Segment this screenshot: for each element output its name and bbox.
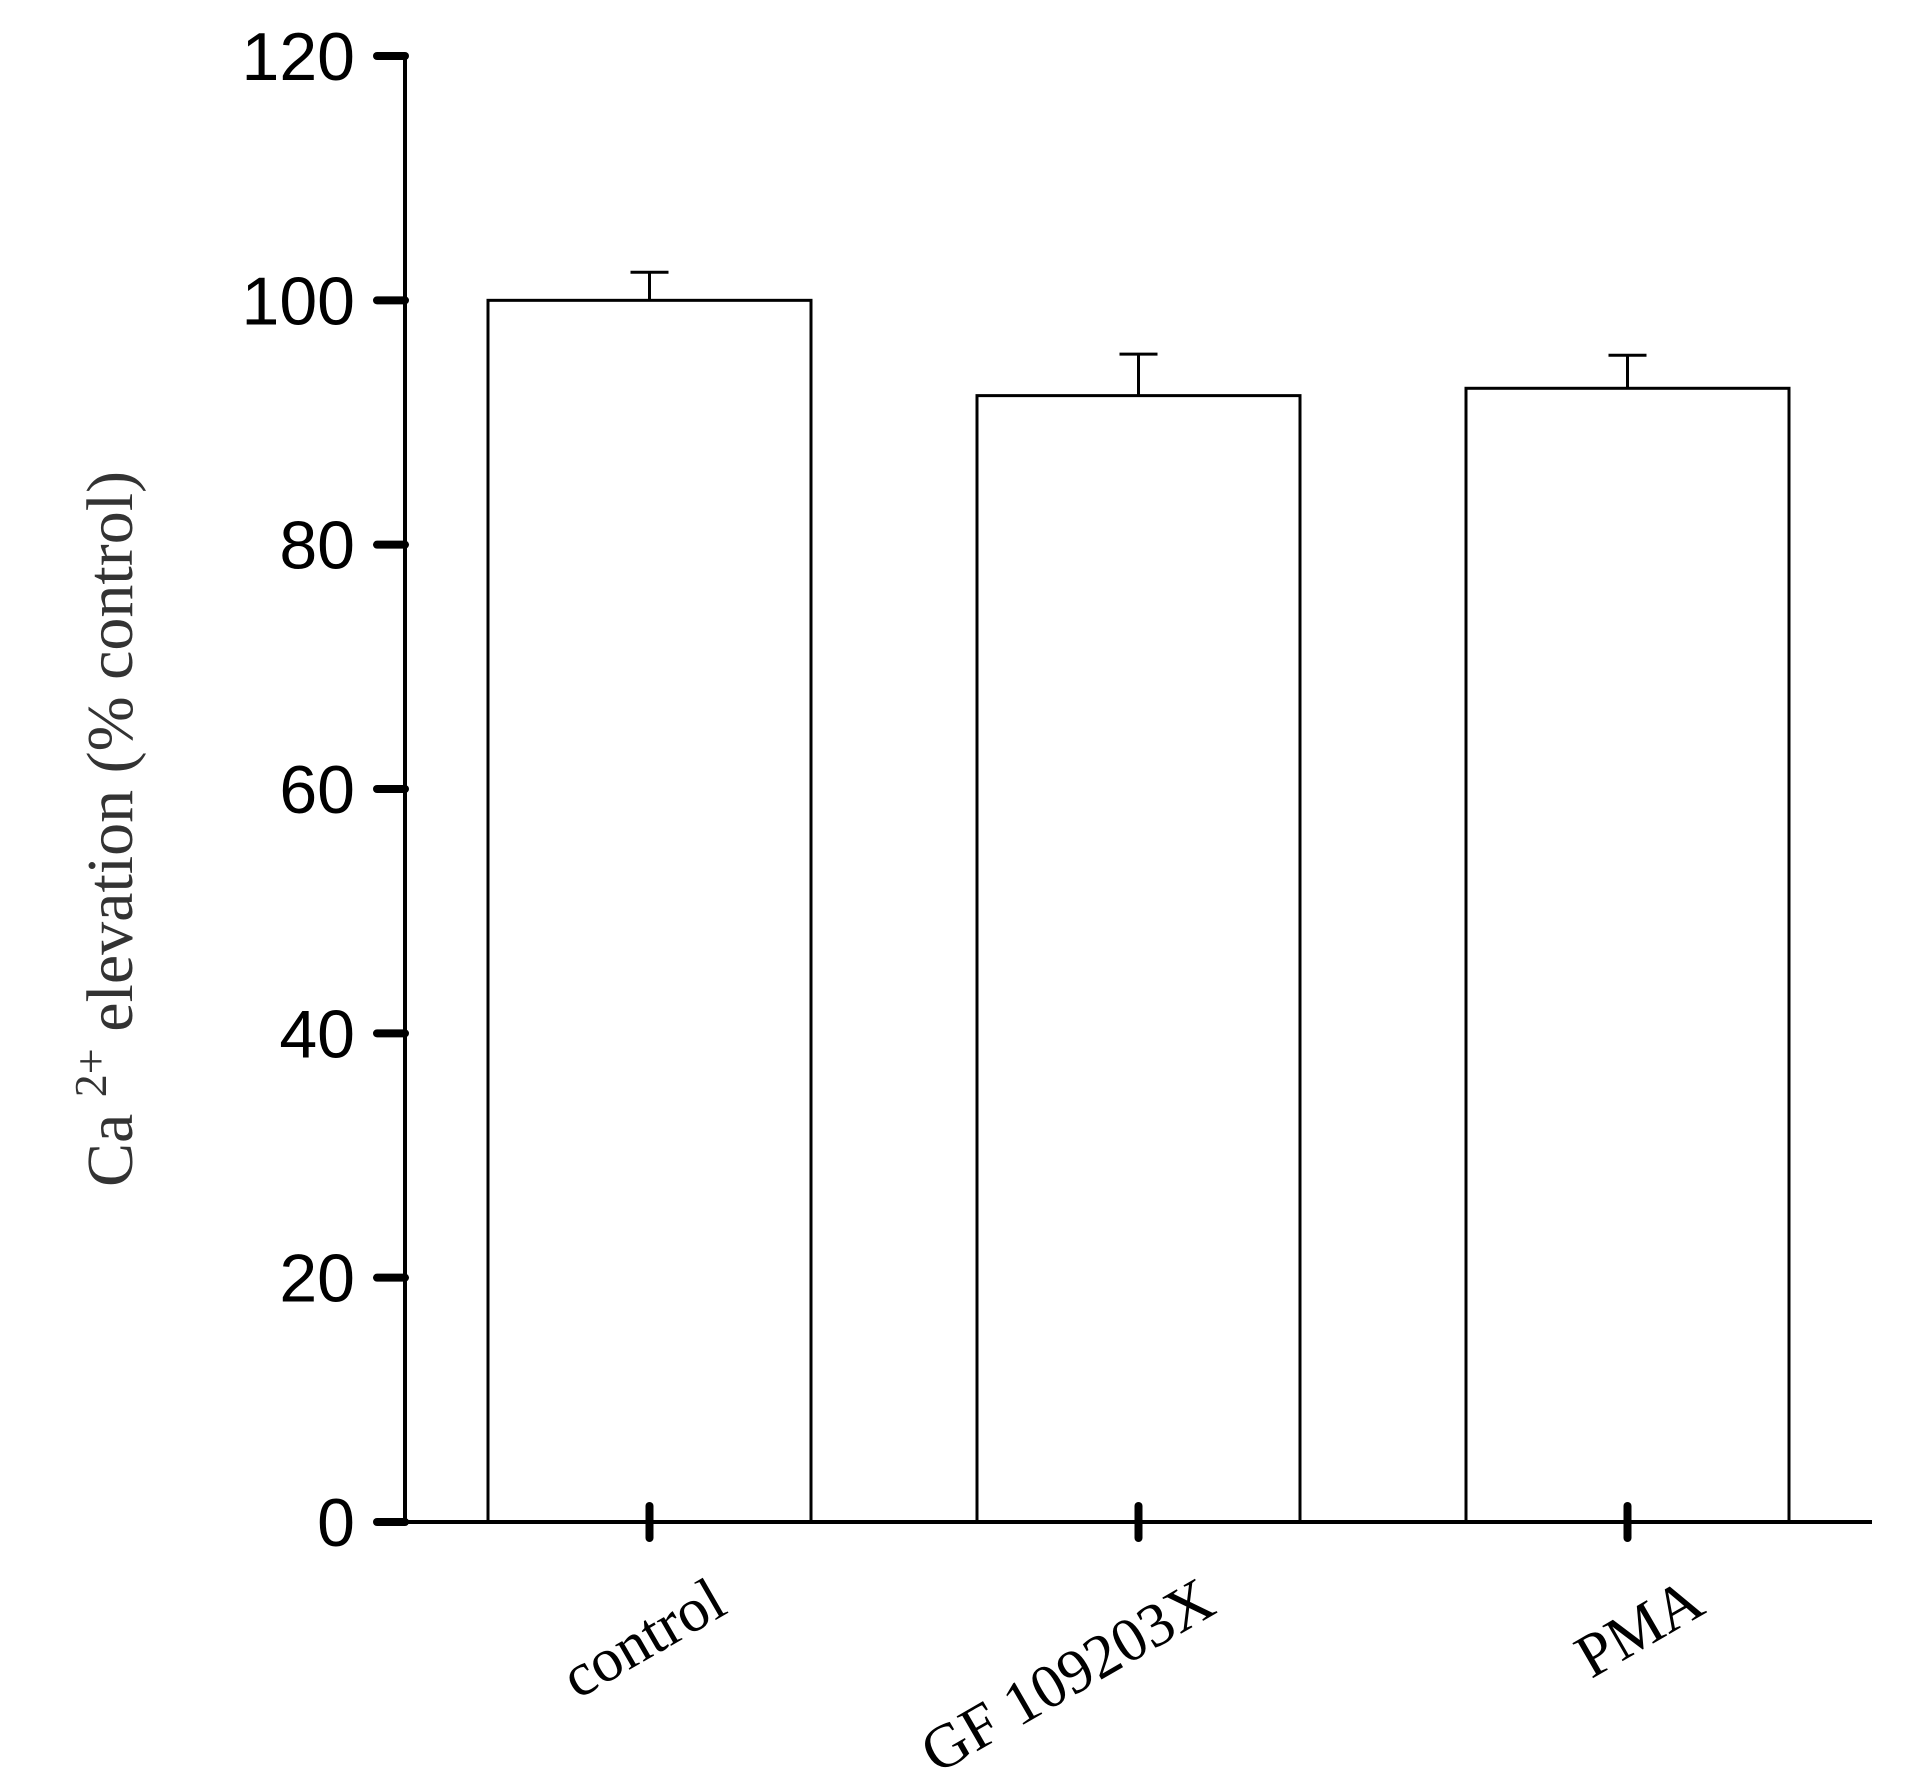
y-axis-title-superscript: 2+ — [65, 1048, 116, 1097]
bar-gf-109203x — [975, 394, 1302, 1524]
bar-pma — [1464, 386, 1791, 1524]
y-axis-title: Ca 2+ elevation (% control) — [48, 471, 147, 1187]
bars-layer — [486, 298, 1791, 1524]
y-tick-label: 100 — [242, 263, 355, 339]
y-tick-label: 20 — [279, 1241, 355, 1317]
x-category-label: control — [550, 1565, 736, 1712]
y-tick-label: 0 — [317, 1485, 355, 1561]
error-bars-layer — [630, 270, 1647, 396]
y-ticks-layer: 0 20 40 60 80 100 120 — [242, 19, 409, 1561]
y-axis-title-rest: elevation (% control) — [74, 471, 147, 1032]
y-axis-title-base: Ca — [74, 1114, 147, 1187]
y-tick-label: 80 — [279, 508, 355, 584]
x-ticks-layer: control GF 109203X PMA — [550, 1502, 1715, 1783]
y-tick-label: 120 — [242, 19, 355, 95]
y-tick-label: 60 — [279, 752, 355, 828]
y-tick-label: 40 — [279, 996, 355, 1072]
x-category-label: PMA — [1564, 1565, 1715, 1691]
bar-control — [486, 298, 813, 1524]
x-category-label: GF 109203X — [910, 1565, 1226, 1778]
